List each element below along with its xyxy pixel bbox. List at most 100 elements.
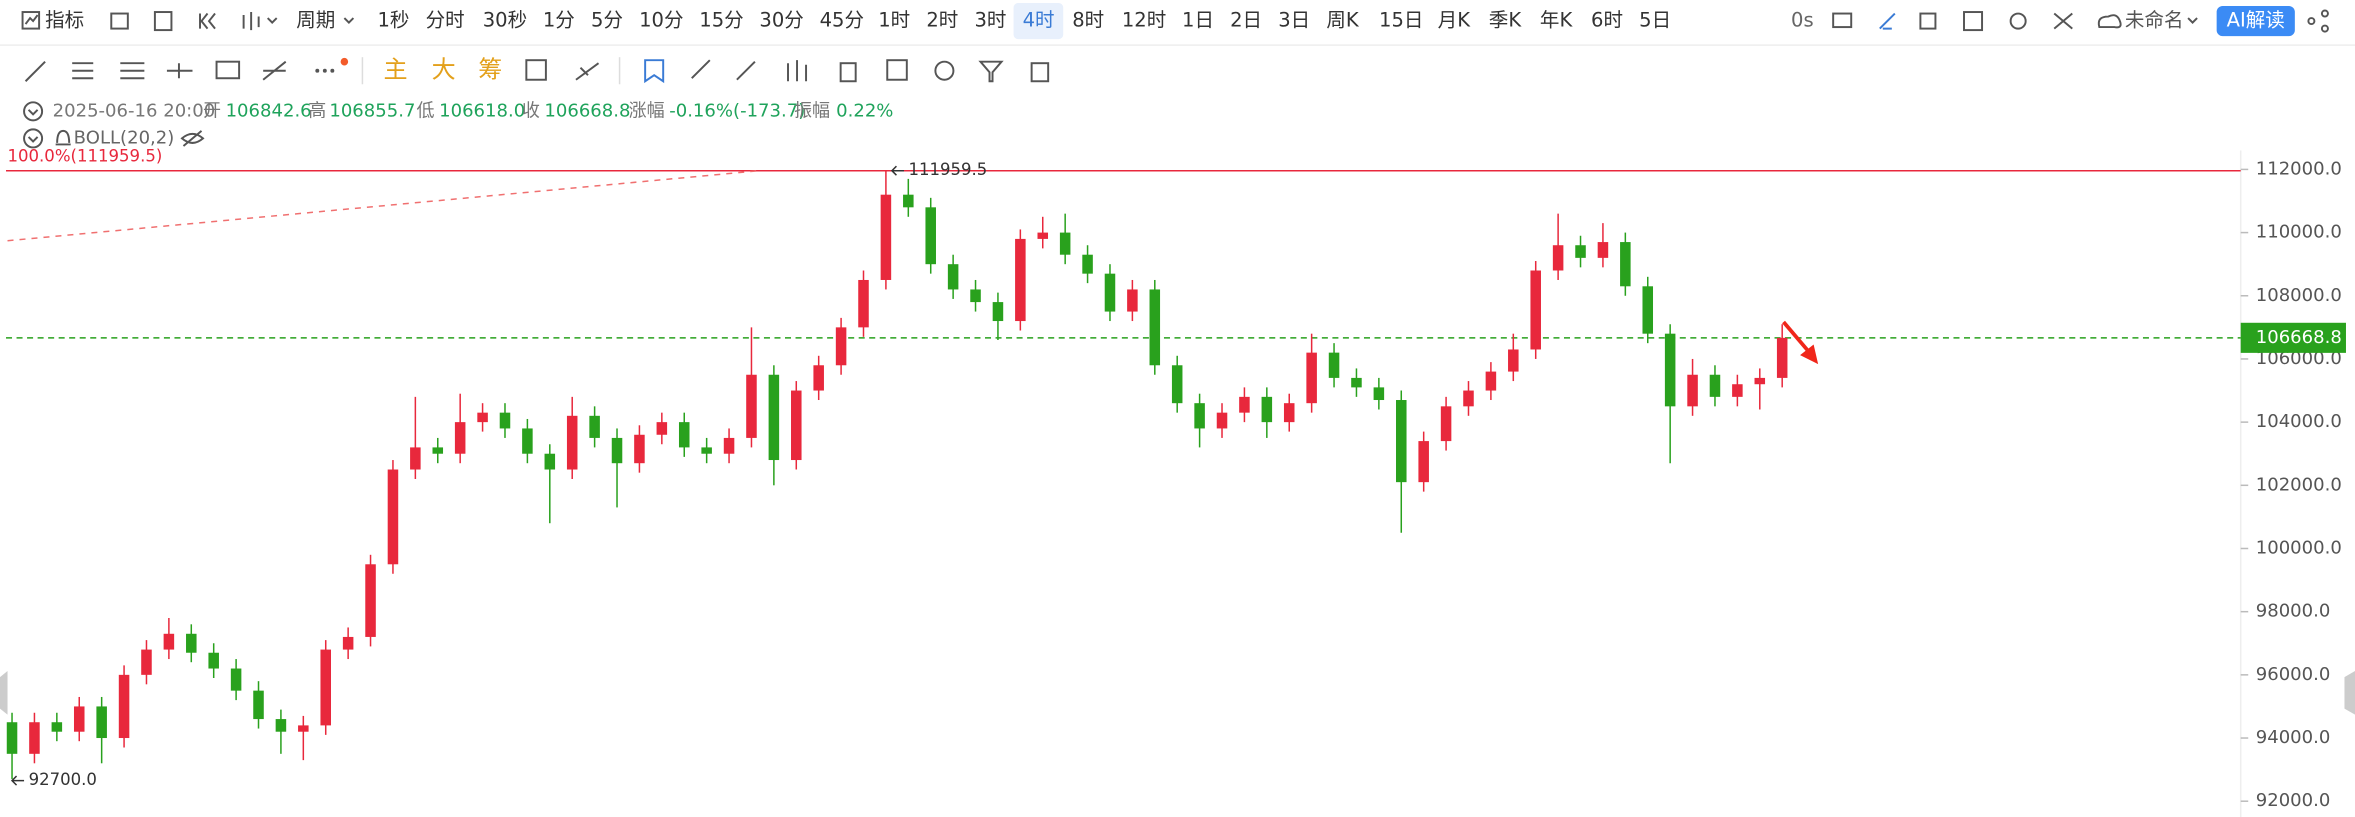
left-tab[interactable]: [0, 671, 8, 715]
period-option[interactable]: 5日: [1639, 9, 1671, 32]
layout-name: 未命名: [2125, 9, 2184, 32]
info-change-label: 涨幅: [629, 100, 665, 121]
overlay-button[interactable]: 主: [383, 56, 407, 84]
candle-body: [656, 422, 668, 435]
max-label: 111959.5: [908, 160, 987, 179]
candle-body: [1037, 232, 1049, 239]
candle-body: [1508, 349, 1519, 372]
candle-body: [925, 207, 936, 265]
candle-body: [1082, 254, 1093, 274]
candle-body: [1059, 232, 1071, 255]
info-low: 106618.0: [439, 100, 525, 121]
period-option[interactable]: 15分: [699, 9, 743, 32]
y-tick-label: 106000.0: [2256, 348, 2342, 369]
period-option[interactable]: 1秒: [377, 9, 409, 32]
candle-body: [6, 722, 18, 754]
overlay-button[interactable]: 筹: [478, 56, 502, 84]
period-option[interactable]: 8时: [1072, 9, 1104, 32]
period-selected-bg: [1013, 3, 1064, 40]
timer: 0s: [1791, 9, 1814, 32]
period-option[interactable]: 6时: [1591, 9, 1623, 32]
info-low-label: 低: [417, 100, 435, 121]
y-tick-label: 98000.0: [2256, 601, 2331, 622]
toolbar-right-icons[interactable]: [1832, 6, 2329, 37]
period-option[interactable]: 1日: [1182, 9, 1214, 32]
candle-body: [1171, 365, 1183, 404]
period-option[interactable]: 年K: [1540, 9, 1574, 32]
indicator-icon[interactable]: [21, 11, 41, 30]
candle-body: [522, 428, 533, 454]
candle-body: [992, 302, 1004, 322]
hide-icon[interactable]: [180, 130, 205, 147]
period-option[interactable]: 10分: [639, 9, 683, 32]
period-option[interactable]: 3日: [1278, 9, 1310, 32]
period-option[interactable]: 2时: [926, 9, 958, 32]
candle-body: [1642, 286, 1654, 334]
candle-body: [51, 722, 63, 732]
candle-body: [1664, 333, 1676, 407]
candle-body: [634, 434, 645, 464]
period-option[interactable]: 季K: [1489, 9, 1523, 32]
candle-body: [275, 719, 287, 732]
candle-body: [1283, 403, 1295, 423]
period-option[interactable]: 30秒: [483, 9, 527, 32]
right-tab[interactable]: [2344, 671, 2355, 715]
period-option[interactable]: 30分: [759, 9, 803, 32]
candle-body: [1104, 273, 1116, 312]
info-open-label: 开: [203, 100, 221, 121]
period-option[interactable]: 月K: [1438, 9, 1472, 32]
overlay-button[interactable]: 大: [432, 56, 456, 84]
ai-button-bg[interactable]: [2216, 6, 2295, 37]
candle-body: [1687, 374, 1698, 407]
candle-body: [1418, 441, 1429, 483]
ai-button[interactable]: AI解读: [2227, 9, 2285, 32]
candle-body: [1530, 270, 1541, 350]
candle-body: [1015, 238, 1026, 322]
period-option[interactable]: 3时: [974, 9, 1006, 32]
candle-body: [1552, 245, 1564, 271]
candle-body: [1776, 337, 1788, 378]
candle-body: [970, 289, 981, 303]
drawing-tools[interactable]: [24, 57, 1050, 85]
indicator-button[interactable]: 指标: [45, 9, 84, 32]
candle-body: [208, 652, 219, 669]
min-label: 92700.0: [29, 770, 97, 789]
candle-body: [611, 437, 623, 464]
period-option[interactable]: 2日: [1230, 9, 1262, 32]
candle-body: [880, 194, 892, 280]
last-price-box: [2240, 322, 2346, 353]
candle-body: [320, 649, 331, 726]
period-option[interactable]: 5分: [591, 9, 623, 32]
collapse-icon[interactable]: [23, 101, 44, 122]
plot: 92000.0 94000.0 96000.0 98000.0 100000.0 1020…: [6, 147, 2346, 811]
toolbar-icons[interactable]: [110, 11, 355, 32]
info-change: -0.16%(-173.7): [669, 100, 805, 121]
period-option[interactable]: 15日: [1379, 9, 1423, 32]
candle-body: [1463, 390, 1474, 407]
candle-body: [746, 374, 757, 438]
y-tick-label: 102000.0: [2256, 474, 2342, 495]
y-tick-label: 96000.0: [2256, 664, 2331, 685]
candle-body: [835, 327, 847, 366]
period-option[interactable]: 1时: [878, 9, 910, 32]
last-price-label: 106668.8: [2256, 327, 2342, 348]
y-tick-label: 100000.0: [2256, 537, 2342, 558]
y-tick-label: 92000.0: [2256, 790, 2331, 811]
period-option[interactable]: 4时: [1023, 9, 1055, 32]
candle-body: [723, 437, 735, 454]
period-option[interactable]: 1分: [543, 9, 575, 32]
max-arrow: [890, 165, 904, 176]
candle-body: [1216, 412, 1228, 429]
candle-body: [73, 706, 85, 732]
candle-body: [1351, 377, 1362, 388]
candle-body: [499, 412, 511, 429]
collapse-icon[interactable]: [23, 128, 44, 149]
period-option[interactable]: 分时: [426, 9, 465, 32]
candle-body: [1396, 400, 1407, 483]
candle-body: [1597, 242, 1609, 258]
period-option[interactable]: 周K: [1326, 9, 1360, 32]
period-option[interactable]: 12时: [1122, 9, 1166, 32]
candle-body: [1575, 245, 1586, 258]
period-option[interactable]: 45分: [820, 9, 864, 32]
period-button[interactable]: 周期: [296, 9, 335, 32]
